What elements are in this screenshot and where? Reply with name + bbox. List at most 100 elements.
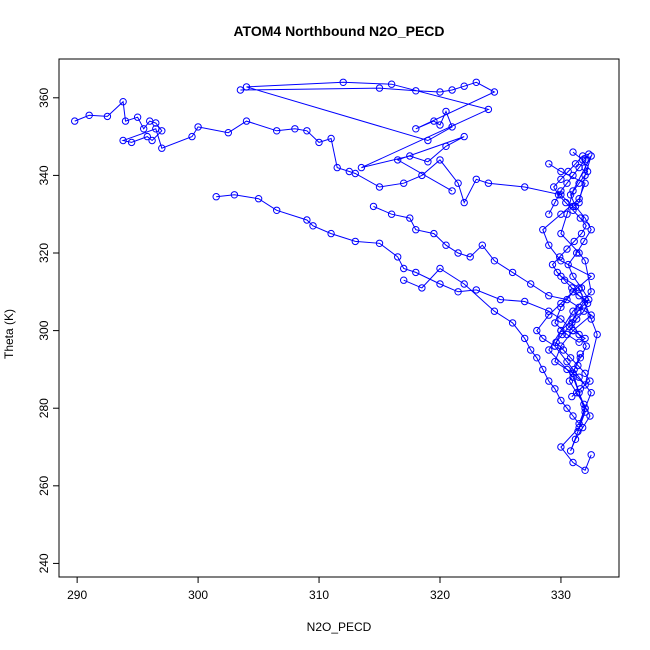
data-point bbox=[559, 346, 568, 354]
data-point bbox=[587, 311, 595, 319]
data-point bbox=[315, 138, 323, 147]
data-point bbox=[571, 160, 580, 168]
data-point bbox=[563, 295, 571, 304]
data-point bbox=[339, 78, 347, 87]
data-point bbox=[575, 389, 583, 397]
data-point bbox=[557, 315, 565, 323]
data-point bbox=[557, 396, 565, 405]
data-point bbox=[587, 288, 595, 296]
data-point bbox=[533, 354, 541, 362]
y-tick-label: 260 bbox=[37, 475, 51, 495]
data-point bbox=[557, 175, 565, 184]
data-point bbox=[291, 125, 299, 133]
data-point bbox=[574, 307, 582, 315]
data-point bbox=[545, 311, 553, 319]
data-point bbox=[545, 292, 553, 300]
data-point bbox=[569, 272, 577, 280]
data-point bbox=[327, 134, 335, 143]
data-point bbox=[548, 260, 557, 269]
data-point bbox=[581, 466, 589, 474]
series-line-7 bbox=[567, 151, 592, 452]
data-point bbox=[508, 268, 517, 277]
data-point bbox=[387, 210, 396, 218]
data-point bbox=[406, 214, 414, 222]
data-point bbox=[539, 334, 547, 343]
data-point bbox=[490, 307, 499, 315]
data-point bbox=[478, 241, 486, 249]
data-point bbox=[143, 132, 152, 141]
data-point bbox=[551, 198, 559, 207]
data-point bbox=[563, 245, 571, 253]
data-point bbox=[539, 365, 547, 374]
data-point bbox=[242, 117, 251, 125]
data-point bbox=[569, 369, 577, 377]
data-point bbox=[490, 88, 499, 96]
data-point bbox=[194, 123, 202, 131]
data-point bbox=[454, 288, 462, 296]
data-point bbox=[563, 365, 571, 374]
data-point bbox=[412, 268, 420, 277]
data-point bbox=[579, 423, 587, 432]
data-point bbox=[566, 354, 575, 362]
data-point bbox=[551, 385, 559, 393]
data-point bbox=[560, 276, 569, 284]
data-point bbox=[573, 389, 581, 397]
data-point bbox=[569, 171, 577, 180]
data-point bbox=[121, 117, 130, 125]
data-point bbox=[394, 253, 402, 261]
data-point bbox=[539, 226, 547, 234]
data-point bbox=[254, 195, 263, 203]
data-point bbox=[158, 144, 166, 152]
data-point bbox=[412, 125, 420, 133]
data-point bbox=[436, 280, 444, 288]
data-point bbox=[587, 226, 595, 234]
data-point bbox=[351, 237, 359, 246]
data-point bbox=[400, 264, 408, 273]
data-point bbox=[571, 435, 580, 443]
y-tick-label: 360 bbox=[37, 87, 51, 107]
data-point bbox=[576, 350, 584, 358]
x-tick-label: 300 bbox=[188, 588, 208, 602]
data-point bbox=[545, 377, 553, 385]
data-point bbox=[551, 319, 559, 327]
series-line-2 bbox=[240, 81, 496, 192]
data-point bbox=[152, 119, 160, 127]
data-point bbox=[583, 167, 592, 176]
data-point bbox=[490, 257, 499, 265]
data-point bbox=[586, 412, 594, 420]
data-point bbox=[557, 229, 565, 238]
data-point bbox=[575, 292, 583, 300]
data-point bbox=[484, 105, 493, 114]
data-point bbox=[575, 195, 583, 203]
data-point bbox=[581, 381, 589, 389]
data-point bbox=[576, 214, 584, 222]
data-point bbox=[236, 86, 245, 94]
data-point bbox=[387, 80, 396, 88]
data-point bbox=[581, 257, 589, 265]
data-point bbox=[521, 297, 529, 306]
data-point bbox=[576, 354, 584, 362]
data-point bbox=[412, 87, 420, 95]
data-point bbox=[569, 148, 577, 156]
data-point bbox=[212, 193, 220, 201]
data-point bbox=[571, 202, 580, 211]
data-point bbox=[564, 260, 572, 269]
data-point bbox=[369, 202, 378, 211]
x-tick-label: 290 bbox=[67, 588, 87, 602]
data-point bbox=[472, 175, 480, 184]
y-tick-label: 320 bbox=[37, 243, 51, 263]
data-point bbox=[327, 229, 335, 238]
data-point bbox=[460, 82, 468, 90]
data-point bbox=[575, 338, 583, 346]
data-point bbox=[148, 136, 156, 145]
data-point bbox=[436, 156, 444, 164]
data-point bbox=[565, 323, 574, 331]
data-point bbox=[412, 226, 420, 234]
data-point bbox=[430, 117, 438, 125]
data-point bbox=[581, 156, 589, 164]
x-tick-label: 330 bbox=[551, 588, 571, 602]
data-point bbox=[586, 377, 594, 385]
data-point bbox=[580, 237, 588, 246]
data-point bbox=[406, 152, 414, 160]
data-point bbox=[400, 179, 408, 187]
